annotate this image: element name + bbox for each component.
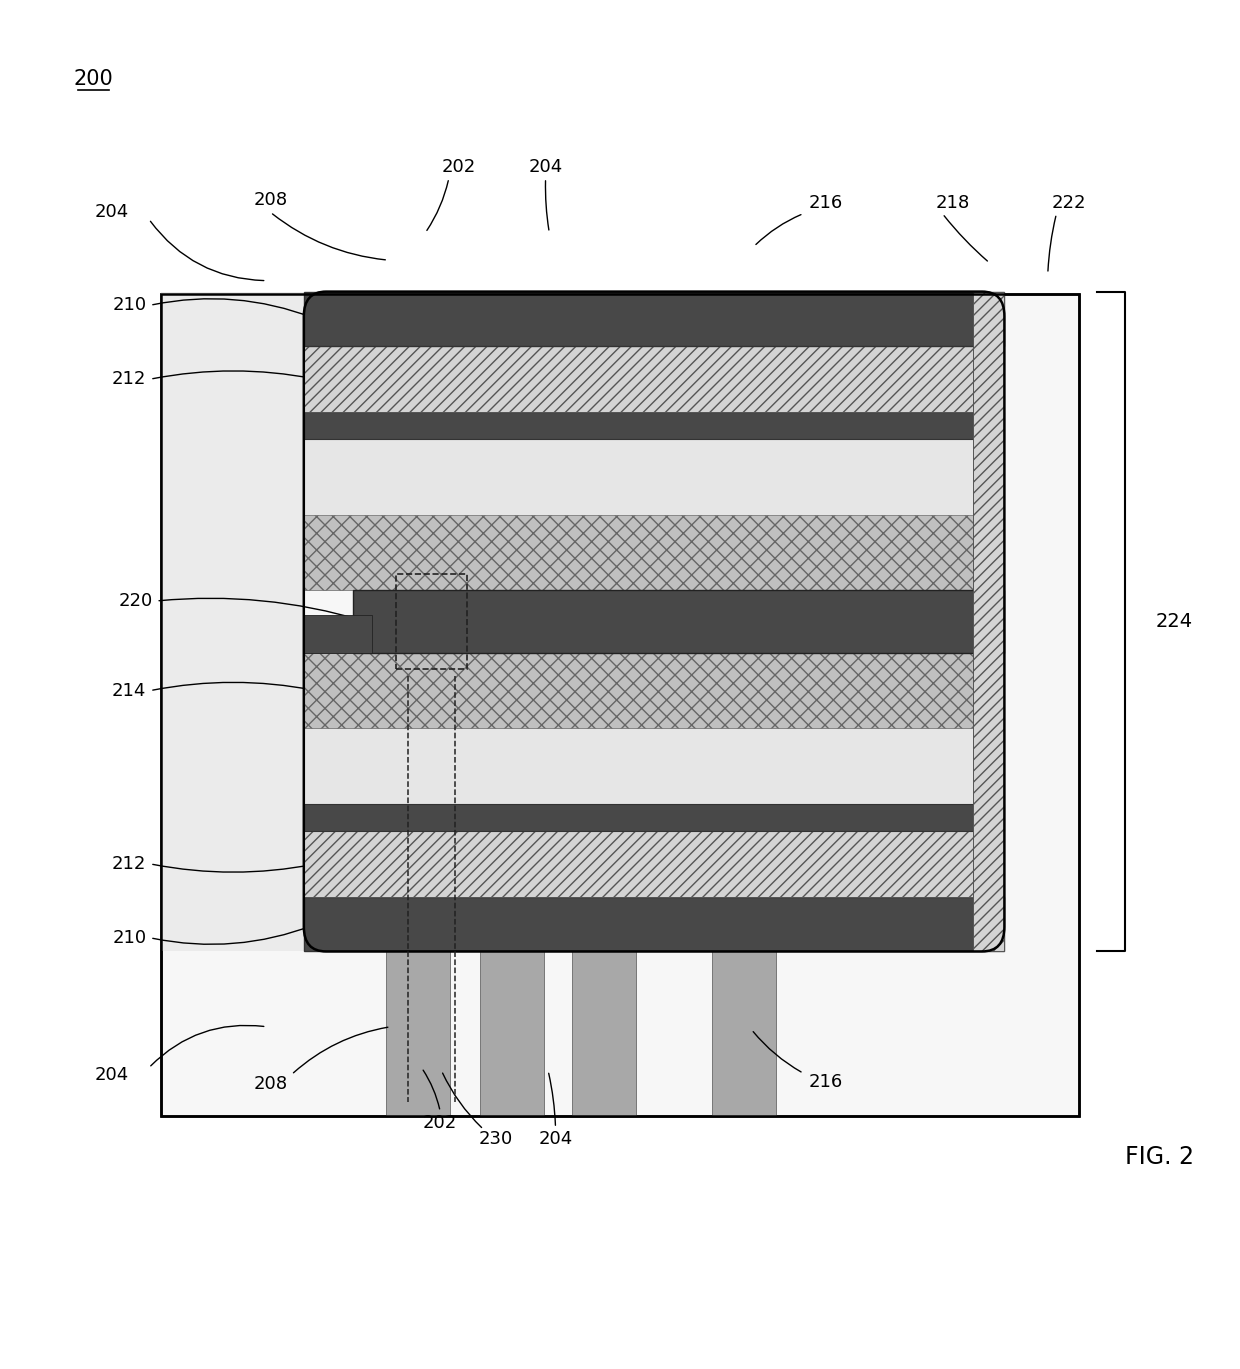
Text: 204: 204	[538, 1129, 573, 1149]
Text: 202: 202	[423, 1113, 458, 1132]
Text: 204: 204	[528, 157, 563, 177]
Bar	[304, 897, 1004, 951]
Text: 220: 220	[118, 591, 153, 611]
Bar	[304, 653, 1004, 728]
Bar	[396, 574, 467, 669]
Bar	[712, 951, 776, 1116]
Text: 202: 202	[441, 157, 476, 177]
Text: 224: 224	[1156, 612, 1193, 631]
Bar	[304, 615, 372, 653]
Text: 204: 204	[94, 203, 129, 222]
Text: 218: 218	[935, 193, 970, 212]
Bar	[572, 292, 636, 294]
Bar	[712, 292, 776, 294]
Text: 200: 200	[73, 68, 113, 89]
Bar	[973, 292, 1004, 951]
Bar	[572, 951, 636, 1116]
Bar	[304, 439, 1004, 515]
Bar	[304, 831, 1004, 897]
Bar	[304, 346, 1004, 412]
Text: 216: 216	[808, 1072, 843, 1091]
Text: 210: 210	[112, 928, 146, 947]
Bar	[161, 292, 304, 951]
Text: 208: 208	[253, 190, 288, 209]
Text: 230: 230	[479, 1129, 513, 1149]
Text: 212: 212	[112, 370, 146, 389]
Text: 222: 222	[1052, 193, 1086, 212]
Bar	[386, 292, 450, 294]
Bar	[386, 951, 450, 1116]
Text: 216: 216	[808, 193, 843, 212]
Bar	[304, 412, 1004, 439]
Bar	[304, 804, 1004, 831]
Bar	[161, 294, 1079, 1116]
Bar	[161, 294, 1079, 1116]
Bar	[353, 590, 1004, 653]
Text: FIG. 2: FIG. 2	[1125, 1144, 1194, 1169]
Text: 210: 210	[112, 296, 146, 315]
Text: 214: 214	[112, 682, 146, 700]
Bar	[304, 515, 1004, 590]
Text: 212: 212	[112, 854, 146, 873]
Bar	[480, 951, 544, 1116]
Bar	[480, 292, 544, 294]
Text: 208: 208	[253, 1075, 288, 1094]
Bar	[304, 728, 1004, 804]
Text: 204: 204	[94, 1065, 129, 1084]
Bar	[304, 292, 1004, 346]
